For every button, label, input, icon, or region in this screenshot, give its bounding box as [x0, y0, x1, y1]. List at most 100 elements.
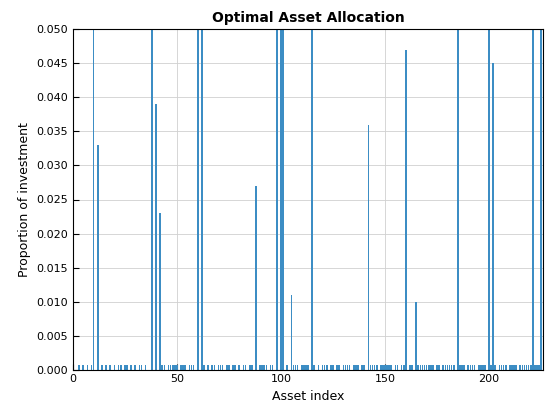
Bar	[78, 365, 80, 370]
Bar	[492, 63, 494, 370]
Bar	[245, 365, 246, 370]
Bar	[322, 365, 324, 370]
Bar	[193, 365, 194, 370]
Bar	[419, 365, 421, 370]
Bar	[93, 29, 95, 370]
Bar	[91, 365, 92, 370]
Bar	[482, 365, 484, 370]
Bar	[418, 365, 419, 370]
Bar	[463, 365, 465, 370]
Bar	[232, 365, 234, 370]
Bar	[282, 29, 284, 370]
Bar	[363, 365, 365, 370]
Bar	[457, 29, 459, 370]
Bar	[430, 365, 432, 370]
Bar	[386, 365, 388, 370]
Bar	[405, 50, 407, 370]
Bar	[538, 365, 540, 370]
Bar	[201, 29, 203, 370]
Bar	[491, 365, 492, 370]
Bar	[451, 365, 452, 370]
Bar	[259, 365, 261, 370]
Bar	[540, 29, 542, 370]
Bar	[424, 365, 426, 370]
Bar	[469, 365, 471, 370]
Bar	[343, 365, 344, 370]
Bar	[453, 365, 455, 370]
Bar	[461, 365, 463, 370]
Bar	[324, 365, 325, 370]
Bar	[297, 365, 298, 370]
Bar	[521, 365, 523, 370]
Bar	[183, 365, 184, 370]
Bar	[226, 365, 228, 370]
Bar	[438, 365, 440, 370]
Bar	[528, 365, 529, 370]
Bar	[347, 365, 348, 370]
Bar	[134, 365, 136, 370]
Title: Optimal Asset Allocation: Optimal Asset Allocation	[212, 11, 404, 26]
Bar	[367, 125, 369, 370]
Bar	[447, 365, 449, 370]
Bar	[180, 365, 182, 370]
Bar	[498, 365, 500, 370]
Bar	[401, 365, 403, 370]
Bar	[449, 365, 450, 370]
Bar	[212, 365, 213, 370]
Bar	[305, 365, 307, 370]
Bar	[314, 365, 315, 370]
Bar	[480, 365, 482, 370]
Bar	[513, 365, 515, 370]
Bar	[155, 104, 157, 370]
Bar	[520, 365, 521, 370]
Y-axis label: Proportion of investment: Proportion of investment	[17, 122, 31, 277]
Bar	[384, 365, 386, 370]
Bar	[511, 365, 513, 370]
Bar	[445, 365, 446, 370]
Bar	[184, 365, 186, 370]
Bar	[263, 365, 265, 370]
Bar	[488, 29, 490, 370]
Bar	[174, 365, 176, 370]
Bar	[426, 365, 427, 370]
Bar	[382, 365, 384, 370]
Bar	[176, 365, 178, 370]
Bar	[372, 365, 374, 370]
Bar	[189, 365, 190, 370]
Bar	[355, 365, 357, 370]
Bar	[459, 365, 461, 370]
Bar	[484, 365, 486, 370]
Bar	[390, 365, 392, 370]
Bar	[151, 29, 153, 370]
Bar	[357, 365, 359, 370]
Bar	[249, 365, 250, 370]
Bar	[251, 365, 253, 370]
Bar	[396, 365, 398, 370]
Bar	[141, 365, 142, 370]
Bar	[428, 365, 430, 370]
Bar	[361, 365, 363, 370]
Bar	[374, 365, 375, 370]
Bar	[190, 365, 192, 370]
Bar	[101, 365, 103, 370]
Bar	[292, 365, 294, 370]
Bar	[228, 365, 230, 370]
Bar	[207, 365, 209, 370]
Bar	[109, 365, 111, 370]
Bar	[164, 365, 165, 370]
Bar	[509, 365, 511, 370]
Bar	[114, 365, 115, 370]
Bar	[409, 365, 411, 370]
Bar	[167, 365, 169, 370]
Bar	[395, 365, 396, 370]
Bar	[411, 365, 413, 370]
Bar	[280, 29, 282, 370]
Bar	[234, 365, 236, 370]
Bar	[87, 365, 88, 370]
Bar	[330, 365, 332, 370]
Bar	[536, 365, 538, 370]
Bar	[105, 365, 107, 370]
Bar	[218, 365, 220, 370]
Bar	[416, 302, 417, 370]
Bar	[130, 365, 132, 370]
